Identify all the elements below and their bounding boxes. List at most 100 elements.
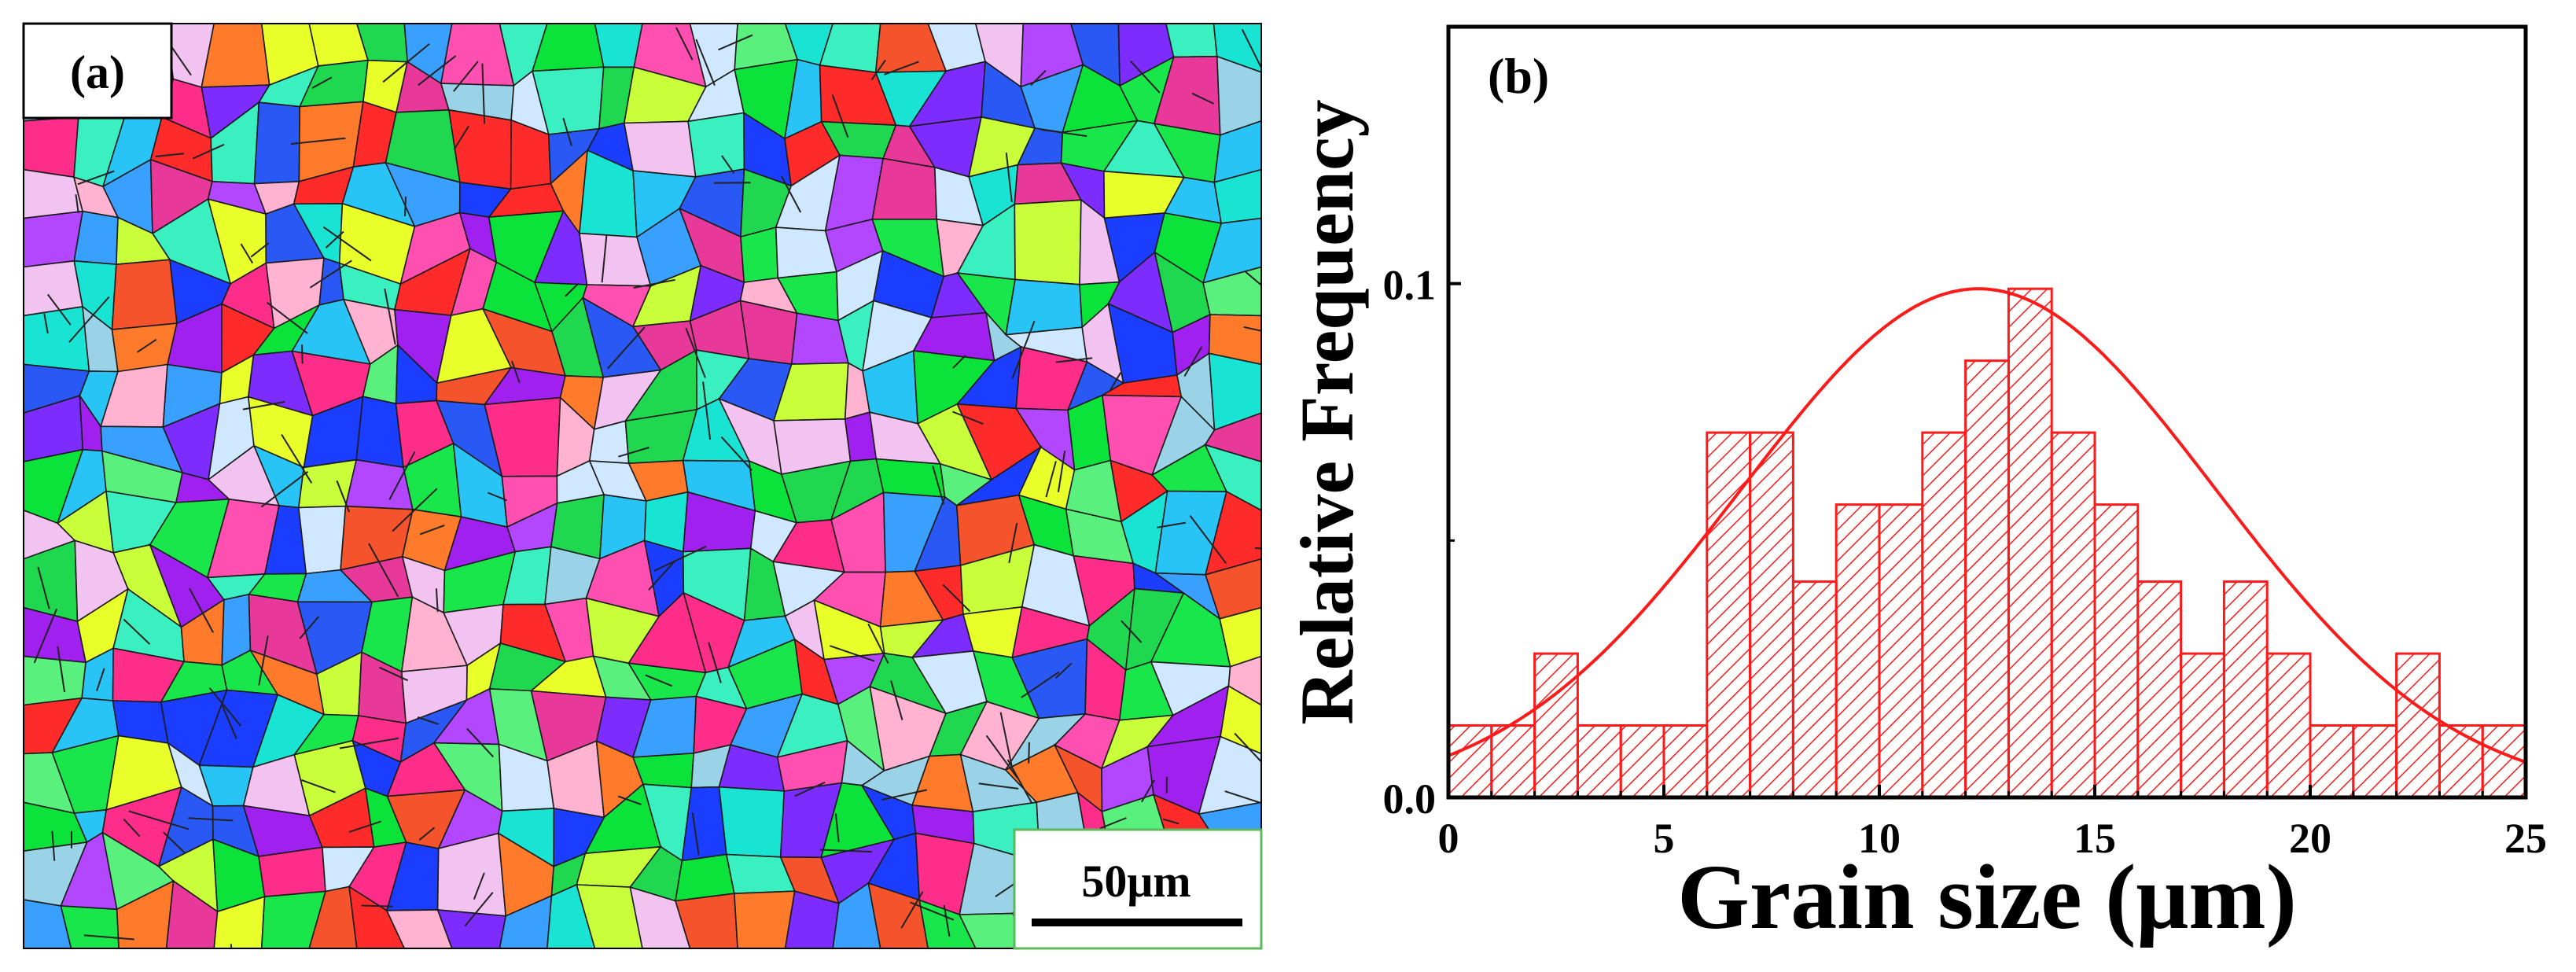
- histogram-bar: [2438, 724, 2484, 799]
- twin-boundary: [1021, 671, 1060, 698]
- twin-boundary: [1243, 326, 1261, 332]
- twin-boundary: [691, 812, 700, 856]
- twin-boundary: [1141, 779, 1155, 803]
- panel-b-label: (b): [1488, 48, 1549, 104]
- twin-boundary: [388, 451, 416, 500]
- histogram-bar: [2136, 580, 2183, 799]
- twin-boundary: [985, 735, 1018, 779]
- histogram-bar: [2265, 652, 2312, 799]
- twin-boundary: [123, 818, 141, 838]
- twin-boundary: [607, 326, 646, 370]
- twin-boundary: [368, 543, 399, 598]
- twin-boundary: [1005, 153, 1013, 203]
- twin-boundary: [685, 327, 706, 378]
- twin-boundary: [1121, 620, 1143, 643]
- twin-boundary: [1055, 357, 1093, 363]
- twin-boundary: [721, 155, 735, 174]
- grain: [344, 458, 414, 510]
- twin-boundary: [1245, 271, 1261, 286]
- twin-boundary: [1057, 451, 1066, 492]
- histogram-bar: [1921, 431, 1967, 799]
- twin-boundary: [999, 712, 1013, 767]
- grain: [24, 116, 79, 179]
- grain: [201, 24, 270, 88]
- twin-boundary: [453, 125, 470, 150]
- grain: [499, 894, 553, 948]
- twin-boundary: [96, 668, 105, 691]
- twin-boundary: [942, 584, 971, 613]
- histogram-bar: [1878, 503, 1924, 799]
- twin-boundary: [435, 588, 439, 613]
- twin-boundary: [348, 820, 381, 833]
- twin-boundary: [488, 492, 507, 502]
- twin-boundary: [511, 360, 521, 384]
- twin-boundary: [392, 488, 438, 532]
- twin-boundary: [702, 381, 712, 440]
- twin-boundary: [281, 433, 313, 484]
- twin-boundary: [1191, 92, 1214, 105]
- twin-boundary: [300, 779, 336, 793]
- histogram-bar: [1447, 724, 1493, 799]
- twin-boundary: [163, 831, 186, 854]
- grain: [958, 912, 1025, 948]
- x-tick-label: 5: [1654, 815, 1675, 862]
- grain: [1213, 168, 1261, 224]
- twin-boundary: [221, 705, 237, 739]
- normal-fit-curve: [1448, 287, 2526, 764]
- twin-boundary: [136, 338, 157, 353]
- twin-boundary: [418, 827, 436, 841]
- twin-boundary: [453, 61, 479, 92]
- twin-boundary: [834, 813, 840, 842]
- twin-boundary: [1006, 759, 1032, 804]
- twin-boundary: [781, 175, 802, 213]
- grain: [258, 846, 326, 898]
- grain: [546, 883, 596, 948]
- grain: [631, 752, 695, 789]
- histogram-bar: [2093, 503, 2140, 799]
- panel-a: (a) 50μm: [22, 22, 1263, 950]
- twin-boundary: [75, 193, 79, 214]
- grain: [875, 458, 946, 498]
- axis-ticks: 0 5 10 15 20 25 0.0 0.1: [1383, 25, 2547, 862]
- twin-boundary: [188, 817, 234, 822]
- panel-a-label: (a): [70, 46, 125, 98]
- twin-boundary: [419, 525, 445, 536]
- twin-boundary: [299, 616, 320, 639]
- twin-boundary: [830, 645, 875, 662]
- twin-boundary: [1183, 346, 1203, 377]
- twin-boundary: [867, 623, 889, 664]
- grain: [1208, 352, 1261, 431]
- grain: [784, 890, 840, 948]
- twin-boundary: [481, 63, 486, 124]
- histogram-bar: [1576, 724, 1622, 799]
- twin-boundary: [51, 830, 56, 861]
- twin-boundary: [675, 27, 694, 61]
- twin-boundary: [266, 301, 308, 334]
- twin-boundary: [68, 296, 110, 343]
- twin-boundary: [473, 872, 485, 900]
- grain: [718, 786, 786, 858]
- twin-boundary: [384, 288, 396, 345]
- x-tick-label: 25: [2504, 815, 2547, 862]
- twin-boundary: [379, 666, 409, 682]
- grain: [687, 112, 745, 178]
- twin-boundary: [361, 904, 393, 908]
- grain: [740, 226, 779, 283]
- histogram-bar: [1619, 724, 1665, 799]
- histogram-bar: [2352, 724, 2398, 799]
- twin-boundary: [952, 355, 966, 369]
- twin-boundary: [464, 892, 494, 927]
- twin-boundary: [466, 727, 495, 758]
- twin-boundary: [900, 891, 924, 929]
- histogram-bar: [1791, 580, 1838, 799]
- grain: [871, 157, 938, 220]
- twin-boundary: [260, 471, 309, 508]
- twin-boundary: [242, 400, 285, 411]
- twin-boundary: [322, 226, 372, 262]
- twin-boundary: [37, 566, 50, 609]
- x-axis-title: Grain size (μm): [1677, 845, 2297, 948]
- histogram-bar: [1706, 431, 1752, 799]
- twin-boundary: [417, 716, 440, 725]
- grain: [24, 305, 90, 372]
- grain: [165, 879, 219, 948]
